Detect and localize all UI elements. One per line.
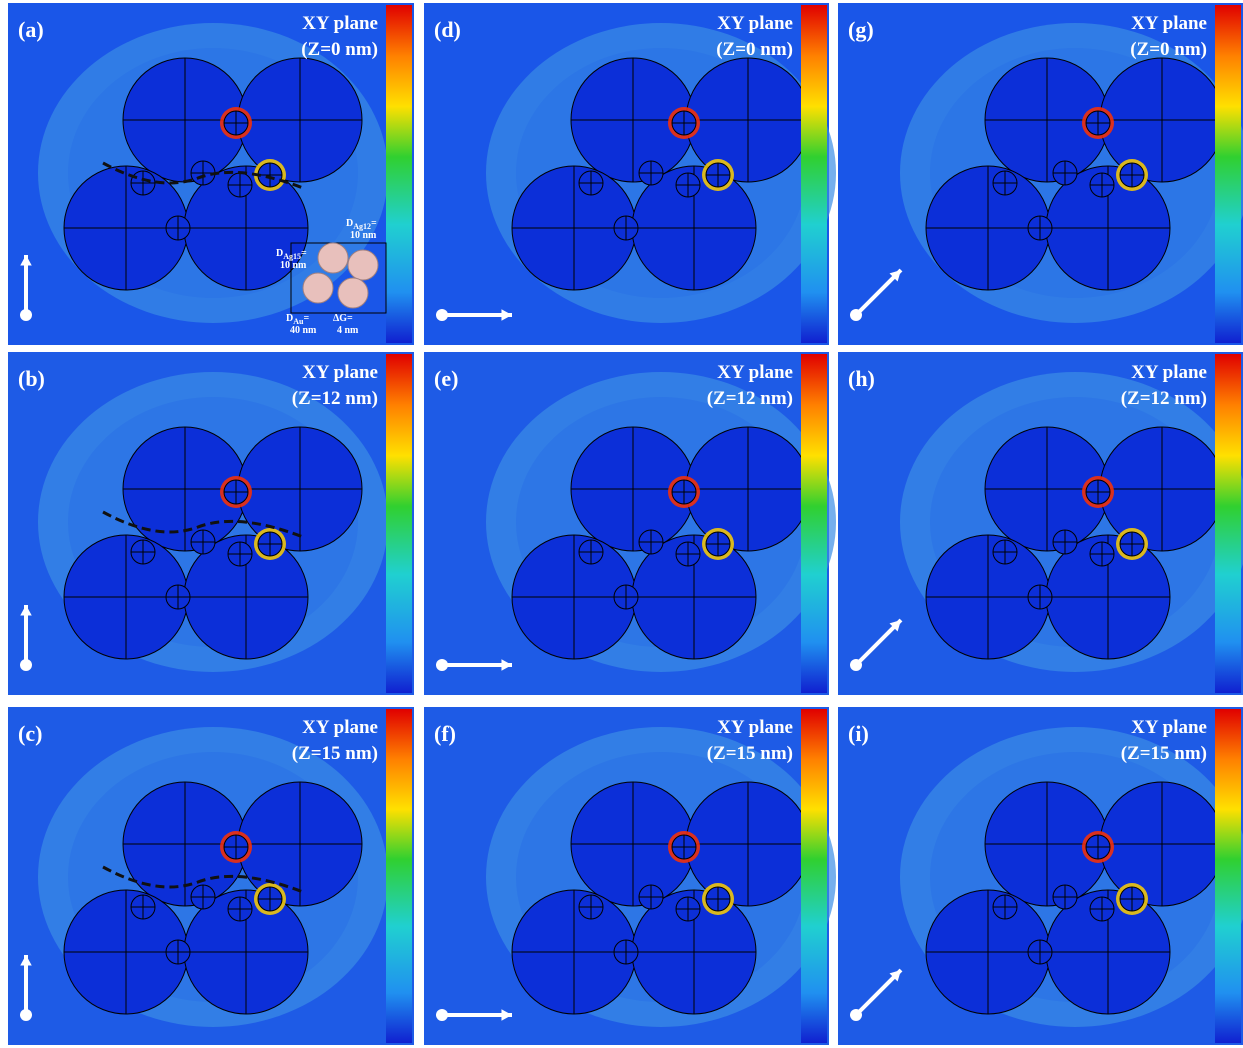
inset-value: 10 nm: [350, 230, 377, 241]
colorbar: [386, 354, 412, 693]
inset-value: 40 nm: [290, 325, 317, 336]
inset-sphere: [338, 278, 368, 308]
panel: (d) XY plane (Z=0 nm): [424, 3, 836, 345]
inset-sphere: [303, 273, 333, 303]
panel-label: (d): [434, 17, 461, 42]
inset-equals: =: [301, 248, 307, 259]
colorbar: [1215, 709, 1241, 1043]
inset-symbol: D: [276, 248, 283, 259]
plane-label: XY plane: [302, 717, 378, 738]
panel-label: (a): [18, 17, 44, 42]
z-label: (Z=15 nm): [1121, 743, 1207, 764]
inset-equals: =: [303, 313, 309, 324]
panel-label: (f): [434, 721, 456, 746]
plane-label: XY plane: [1131, 13, 1207, 34]
z-label: (Z=15 nm): [292, 743, 378, 764]
panel: (a) XY plane (Z=0 nm) DAg12=10 nm DAg15=10 n…: [8, 3, 414, 345]
colorbar: [1215, 354, 1241, 693]
plane-label: XY plane: [717, 717, 793, 738]
panel-label: (g): [848, 17, 874, 42]
plane-label: XY plane: [717, 362, 793, 383]
panel: (b) XY plane (Z=12 nm): [8, 352, 414, 695]
inset-value: 10 nm: [280, 260, 307, 271]
plane-label: XY plane: [1131, 717, 1207, 738]
inset-symbol: D: [286, 313, 293, 324]
panel: (c) XY plane (Z=15 nm): [8, 707, 414, 1045]
inset-symbol: D: [346, 218, 353, 229]
panel-label: (i): [848, 721, 869, 746]
colorbar: [386, 709, 412, 1043]
panel-label: (b): [18, 366, 45, 391]
z-label: (Z=0 nm): [301, 39, 378, 60]
plane-label: XY plane: [302, 362, 378, 383]
panel: (e) XY plane (Z=12 nm): [424, 352, 836, 695]
panel-label: (e): [434, 366, 458, 391]
panel: (h) XY plane (Z=12 nm): [838, 352, 1243, 695]
plane-label: XY plane: [717, 13, 793, 34]
z-label: (Z=12 nm): [1121, 388, 1207, 409]
colorbar: [801, 5, 827, 343]
inset-value: 4 nm: [337, 325, 359, 336]
plane-label: XY plane: [1131, 362, 1207, 383]
inset-equals: =: [371, 218, 377, 229]
figure: (a) XY plane (Z=0 nm) DAg12=10 nm DAg15=10 n…: [0, 0, 1243, 1048]
colorbar: [801, 709, 827, 1043]
z-label: (Z=0 nm): [1130, 39, 1207, 60]
z-label: (Z=12 nm): [292, 388, 378, 409]
panel: (f) XY plane (Z=15 nm): [424, 707, 836, 1045]
panel: (i) XY plane (Z=15 nm): [838, 707, 1243, 1045]
colorbar: [801, 354, 827, 693]
z-label: (Z=15 nm): [707, 743, 793, 764]
inset-label: DAg12=10 nm: [346, 218, 377, 241]
z-label: (Z=12 nm): [707, 388, 793, 409]
plane-label: XY plane: [302, 13, 378, 34]
inset-label: DAg15=10 nm: [276, 248, 307, 271]
colorbar: [386, 5, 412, 343]
inset-sphere: [318, 243, 348, 273]
panel-label: (c): [18, 721, 42, 746]
panel: (g) XY plane (Z=0 nm): [838, 3, 1243, 345]
inset-symbol: ΔG=: [333, 313, 353, 324]
panel-label: (h): [848, 366, 875, 391]
inset-sphere: [348, 250, 378, 280]
z-label: (Z=0 nm): [716, 39, 793, 60]
colorbar: [1215, 5, 1241, 343]
